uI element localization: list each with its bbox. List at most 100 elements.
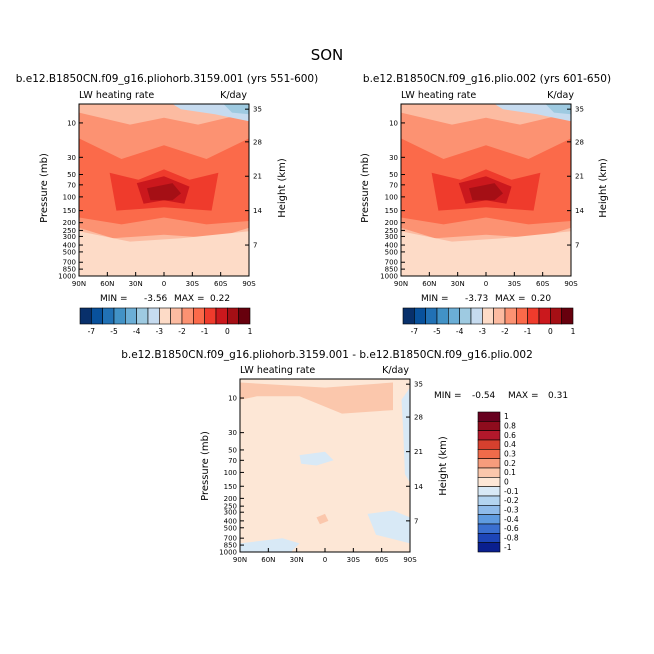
p2-y-tick-label-3: 70	[228, 457, 237, 465]
p2-y-tick-label-7: 250	[224, 503, 237, 511]
p2-y-tick-label-10: 500	[224, 524, 237, 532]
p0-y-tick-label-4: 100	[63, 193, 76, 201]
p0-x-tick-label-0: 90N	[72, 280, 86, 288]
p2-x-tick-label-5: 60S	[375, 556, 389, 564]
panel-diff-max-label: MAX =	[508, 391, 539, 401]
p0-y-tick-label-8: 300	[63, 233, 76, 241]
p1-y-right-tick-label-0: 35	[575, 106, 584, 114]
p2-y-tick-label-6: 200	[224, 495, 237, 503]
panel-b-max-value: 0.20	[531, 294, 551, 304]
panel-a-title: b.e12.B1850CN.f09_g16.pliohorb.3159.001 …	[16, 73, 318, 85]
p1-colorbar-label-3: -3	[479, 327, 487, 336]
p1-colorbar-box-8	[493, 307, 506, 325]
panel-a-max-label: MAX =	[174, 294, 205, 304]
panel-b-min-value: -3.73	[465, 294, 488, 304]
p0-y-right-tick-label-2: 21	[253, 173, 262, 181]
p1-y-tick-label-12: 850	[385, 266, 398, 274]
panel-b-left-string: LW heating rate	[401, 90, 476, 101]
p0-contour-region-4	[147, 183, 181, 201]
p0-contour-region-5	[79, 231, 249, 276]
p0-y-right-tick-label-4: 7	[253, 242, 257, 250]
p0-colorbar-label-2: -4	[133, 327, 141, 336]
panel-diff-max-value: 0.31	[548, 391, 568, 401]
p2-x-tick-label-0: 90N	[233, 556, 247, 564]
p1-x-tick-label-1: 60N	[422, 280, 436, 288]
p0-y-tick-label-0: 10	[67, 119, 76, 127]
p0-colorbar-box-5	[136, 307, 149, 325]
p2-colorbar-label-9: -0.2	[504, 496, 519, 505]
p2-colorbar-label-12: -0.6	[504, 524, 519, 533]
p2-y-tick-label-11: 700	[224, 535, 237, 543]
p2-x-tick-label-1: 60N	[261, 556, 275, 564]
p0-colorbar-box-1	[91, 307, 103, 325]
panel-diff-min-value: -0.54	[472, 391, 496, 401]
p2-colorbar-label-14: -1	[504, 543, 512, 552]
p1-colorbar-box-2	[425, 307, 438, 325]
p0-y-tick-label-6: 200	[63, 219, 76, 227]
panel-b-ylabel-right: Height (km)	[598, 158, 609, 218]
p1-colorbar-box-11	[527, 307, 540, 325]
panel-diff: b.e12.B1850CN.f09_g16.pliohorb.3159.001 …	[121, 349, 568, 564]
p1-x-tick-label-3: 0	[484, 280, 488, 288]
p1-colorbar-box-10	[516, 307, 528, 325]
panel-diff-right-string: K/day	[382, 365, 409, 376]
p2-y-tick-label-12: 850	[224, 542, 237, 550]
p2-contour-region-2	[299, 451, 334, 466]
p2-colorbar-box-6	[477, 467, 501, 478]
p1-colorbar-label-7: 1	[571, 327, 576, 336]
panel-b-max-label: MAX =	[495, 294, 526, 304]
p2-x-tick-label-2: 30N	[290, 556, 304, 564]
p1-y-tick-label-10: 500	[385, 248, 398, 256]
p1-contour-region-4	[469, 183, 503, 201]
p2-colorbar-label-5: 0.2	[504, 459, 516, 468]
p2-colorbar-box-2	[477, 430, 501, 441]
p1-contour-region-5	[401, 231, 571, 276]
p2-colorbar-box-0	[477, 411, 501, 422]
p2-colorbar-label-4: 0.3	[504, 450, 516, 459]
p0-colorbar-label-1: -5	[110, 327, 118, 336]
p1-colorbar-box-9	[504, 307, 517, 325]
p0-colorbar-label-0: -7	[88, 327, 96, 336]
p1-y-right-tick-label-4: 7	[575, 242, 579, 250]
p0-colorbar-box-2	[102, 307, 115, 325]
p1-colorbar-label-5: -1	[524, 327, 532, 336]
p2-colorbar-label-2: 0.6	[504, 431, 516, 440]
p2-y-right-tick-label-3: 14	[414, 483, 423, 491]
p0-y-tick-label-11: 700	[63, 259, 76, 267]
p0-y-tick-label-7: 250	[63, 227, 76, 235]
p2-colorbar-label-7: 0	[504, 478, 509, 487]
p0-colorbar-box-7	[159, 307, 171, 325]
p1-colorbar-box-5	[459, 307, 472, 325]
p2-y-right-tick-label-1: 28	[414, 414, 423, 422]
p1-y-right-tick-label-3: 14	[575, 207, 584, 215]
panel-b-right-string: K/day	[547, 90, 574, 101]
p1-colorbar-label-6: 0	[548, 327, 553, 336]
p1-contour-region-7	[545, 104, 571, 115]
p2-colorbar-box-14	[477, 542, 501, 553]
panel-a-ylabel-right: Height (km)	[277, 158, 288, 218]
p2-colorbar-box-13	[477, 533, 501, 543]
p1-colorbar-box-6	[470, 307, 483, 325]
p2-contour-region-0	[240, 382, 393, 414]
p0-colorbar-box-9	[181, 307, 194, 325]
p2-y-tick-label-4: 100	[224, 469, 237, 477]
p1-colorbar-box-0	[402, 307, 415, 325]
p1-y-right-tick-label-2: 21	[575, 173, 584, 181]
p0-y-tick-label-10: 500	[63, 248, 76, 256]
p1-y-tick-label-2: 50	[389, 171, 398, 179]
panel-b-colorbar: -7 -5 -4 -3 -2 -1 0 1	[402, 307, 576, 336]
p2-y-tick-label-5: 150	[224, 483, 237, 491]
p2-colorbar-box-1	[477, 421, 501, 431]
p2-colorbar-label-13: -0.8	[504, 534, 519, 543]
p2-contour-region-1	[401, 387, 410, 483]
p1-x-tick-label-0: 90N	[394, 280, 408, 288]
p1-y-tick-label-5: 150	[385, 207, 398, 215]
p2-colorbar-label-10: -0.3	[504, 506, 519, 515]
p1-colorbar-box-13	[550, 307, 562, 325]
p2-colorbar-box-9	[477, 495, 501, 506]
p1-x-tick-label-4: 30S	[508, 280, 522, 288]
panel-b-min-label: MIN =	[421, 294, 449, 304]
p1-y-tick-label-0: 10	[389, 119, 398, 127]
p0-y-tick-label-9: 400	[63, 242, 76, 250]
